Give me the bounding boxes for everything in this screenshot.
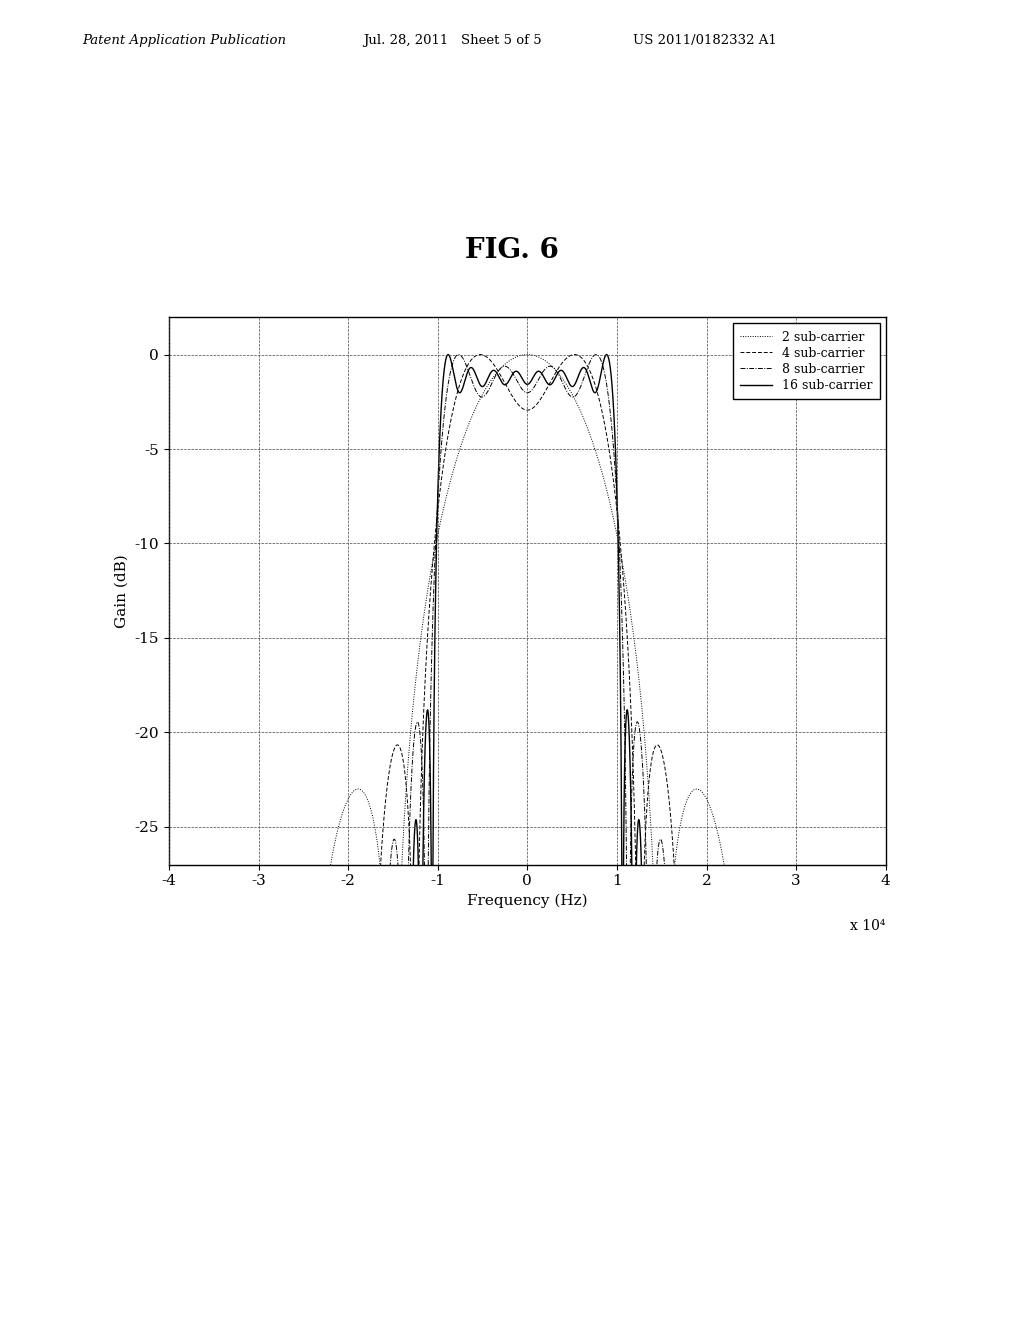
Y-axis label: Gain (dB): Gain (dB): [115, 554, 129, 627]
2 sub-carrier: [521, 347, 534, 363]
2 sub-carrier: [880, 875, 892, 891]
Text: FIG. 6: FIG. 6: [465, 238, 559, 264]
Line: 8 sub-carrier: 8 sub-carrier: [169, 355, 886, 883]
16 sub-carrier: [166, 875, 178, 891]
2 sub-carrier: [513, 348, 525, 364]
8 sub-carrier: [842, 875, 854, 891]
16 sub-carrier: [163, 875, 175, 891]
Text: US 2011/0182332 A1: US 2011/0182332 A1: [633, 33, 776, 46]
8 sub-carrier: [193, 875, 205, 891]
8 sub-carrier: [513, 378, 525, 393]
Line: 4 sub-carrier: 4 sub-carrier: [169, 355, 886, 883]
16 sub-carrier: [206, 875, 218, 891]
4 sub-carrier: [842, 875, 854, 891]
8 sub-carrier: [206, 875, 218, 891]
Legend: 2 sub-carrier, 4 sub-carrier, 8 sub-carrier, 16 sub-carrier: 2 sub-carrier, 4 sub-carrier, 8 sub-carr…: [733, 323, 880, 400]
4 sub-carrier: [513, 399, 525, 414]
Line: 16 sub-carrier: 16 sub-carrier: [169, 355, 886, 883]
16 sub-carrier: [880, 875, 892, 891]
Text: Jul. 28, 2011   Sheet 5 of 5: Jul. 28, 2011 Sheet 5 of 5: [364, 33, 542, 46]
2 sub-carrier: [166, 875, 178, 891]
4 sub-carrier: [303, 875, 315, 891]
Line: 2 sub-carrier: 2 sub-carrier: [169, 355, 886, 883]
4 sub-carrier: [166, 875, 178, 891]
8 sub-carrier: [303, 875, 315, 891]
4 sub-carrier: [193, 875, 205, 891]
16 sub-carrier: [193, 875, 205, 891]
4 sub-carrier: [474, 347, 486, 363]
2 sub-carrier: [163, 875, 175, 891]
4 sub-carrier: [163, 875, 175, 891]
X-axis label: Frequency (Hz): Frequency (Hz): [467, 894, 588, 908]
2 sub-carrier: [842, 875, 854, 891]
8 sub-carrier: [880, 875, 892, 891]
2 sub-carrier: [193, 875, 205, 891]
8 sub-carrier: [163, 875, 175, 891]
2 sub-carrier: [303, 875, 315, 891]
4 sub-carrier: [880, 875, 892, 891]
2 sub-carrier: [206, 875, 218, 891]
8 sub-carrier: [166, 875, 178, 891]
8 sub-carrier: [590, 347, 602, 363]
16 sub-carrier: [442, 347, 455, 363]
4 sub-carrier: [206, 875, 218, 891]
16 sub-carrier: [303, 875, 315, 891]
16 sub-carrier: [513, 366, 525, 381]
Text: x 10⁴: x 10⁴: [850, 920, 886, 933]
Text: Patent Application Publication: Patent Application Publication: [82, 33, 286, 46]
16 sub-carrier: [842, 875, 854, 891]
